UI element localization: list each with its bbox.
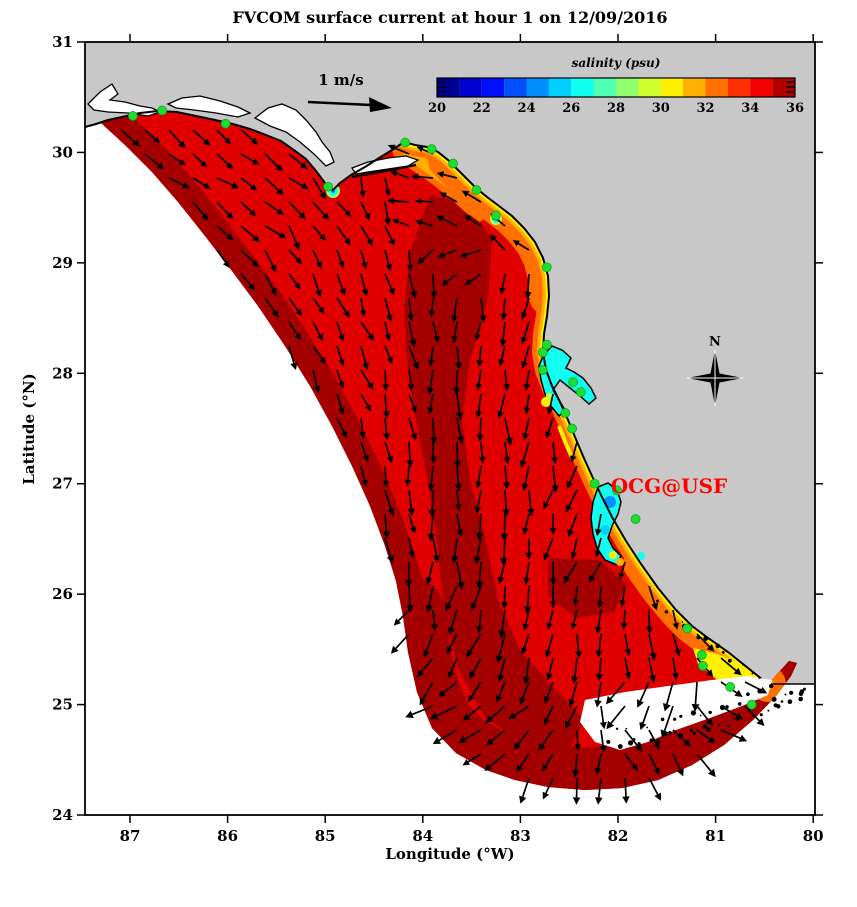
colorbar-tick-label: 32 xyxy=(696,101,714,116)
current-vectors xyxy=(120,129,768,805)
y-tick-label: 28 xyxy=(52,364,73,382)
colorbar-tick-label: 20 xyxy=(428,101,446,116)
compass-rose xyxy=(687,350,743,406)
y-axis-label: Latitude (°N) xyxy=(20,373,38,485)
florida-bay xyxy=(580,676,772,750)
y-tick-label: 27 xyxy=(52,475,73,493)
ocg-usf-annotation: OCG@USF xyxy=(610,474,728,498)
colorbar-tick-label: 28 xyxy=(607,101,625,116)
y-tick-label: 26 xyxy=(52,585,73,603)
y-tick-label: 30 xyxy=(52,143,73,161)
colorbar-tick-label: 26 xyxy=(562,101,580,116)
axes-frame: 87 86 85 84 83 82 81 80 31 30 29 28 27 26 25 24 xyxy=(52,33,824,845)
x-tick-label: 85 xyxy=(315,827,336,845)
x-tick-label: 83 xyxy=(510,827,531,845)
colorbar: 20 22 24 26 28 30 32 34 36 xyxy=(428,77,804,116)
scale-arrow-label: 1 m/s xyxy=(318,71,364,89)
colorbar-label: salinity (psu) xyxy=(571,56,661,70)
x-tick-label: 82 xyxy=(608,827,629,845)
x-tick-label: 80 xyxy=(803,827,824,845)
bays xyxy=(87,83,645,566)
x-axis-label: Longitude (°W) xyxy=(385,845,515,863)
station-markers xyxy=(128,105,757,710)
colorbar-tick-label: 24 xyxy=(517,101,535,116)
x-tick-label: 86 xyxy=(217,827,238,845)
chart-title: FVCOM surface current at hour 1 on 12/09… xyxy=(232,8,668,27)
colorbar-tick-label: 34 xyxy=(741,101,759,116)
colorbar-tick-label: 36 xyxy=(786,101,804,116)
x-tick-label: 87 xyxy=(120,827,141,845)
scale-arrow xyxy=(307,97,392,112)
y-tick-label: 29 xyxy=(52,254,73,272)
y-tick-label: 25 xyxy=(52,696,73,714)
y-tick-label: 24 xyxy=(52,806,73,824)
land-region xyxy=(85,42,815,684)
colorbar-tick-label: 22 xyxy=(473,101,491,116)
y-tick-label: 31 xyxy=(52,33,73,51)
compass-north-label: N xyxy=(709,334,721,350)
colorbar-tick-label: 30 xyxy=(652,101,670,116)
x-tick-label: 84 xyxy=(412,827,433,845)
x-tick-label: 81 xyxy=(705,827,726,845)
coastline xyxy=(84,109,769,685)
